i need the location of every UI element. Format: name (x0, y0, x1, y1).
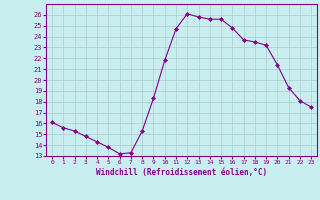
X-axis label: Windchill (Refroidissement éolien,°C): Windchill (Refroidissement éolien,°C) (96, 168, 267, 177)
